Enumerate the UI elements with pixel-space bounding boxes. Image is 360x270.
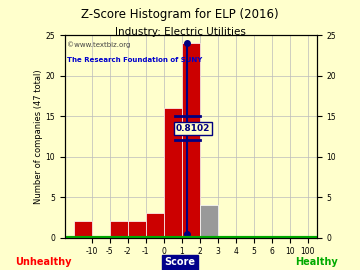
- Y-axis label: Number of companies (47 total): Number of companies (47 total): [34, 69, 43, 204]
- Bar: [200, 205, 218, 238]
- Text: Industry: Electric Utilities: Industry: Electric Utilities: [114, 27, 246, 37]
- Text: ©www.textbiz.org: ©www.textbiz.org: [67, 41, 131, 48]
- Text: Z-Score Histogram for ELP (2016): Z-Score Histogram for ELP (2016): [81, 8, 279, 21]
- Bar: [128, 221, 146, 238]
- Text: The Research Foundation of SUNY: The Research Foundation of SUNY: [67, 58, 203, 63]
- Text: Score: Score: [165, 257, 195, 267]
- Text: 0.8102: 0.8102: [175, 124, 210, 133]
- Bar: [74, 221, 92, 238]
- Bar: [182, 43, 200, 238]
- Text: Unhealthy: Unhealthy: [15, 257, 71, 267]
- Bar: [110, 221, 128, 238]
- Bar: [164, 108, 182, 238]
- Bar: [146, 213, 164, 238]
- Text: Healthy: Healthy: [296, 257, 338, 267]
